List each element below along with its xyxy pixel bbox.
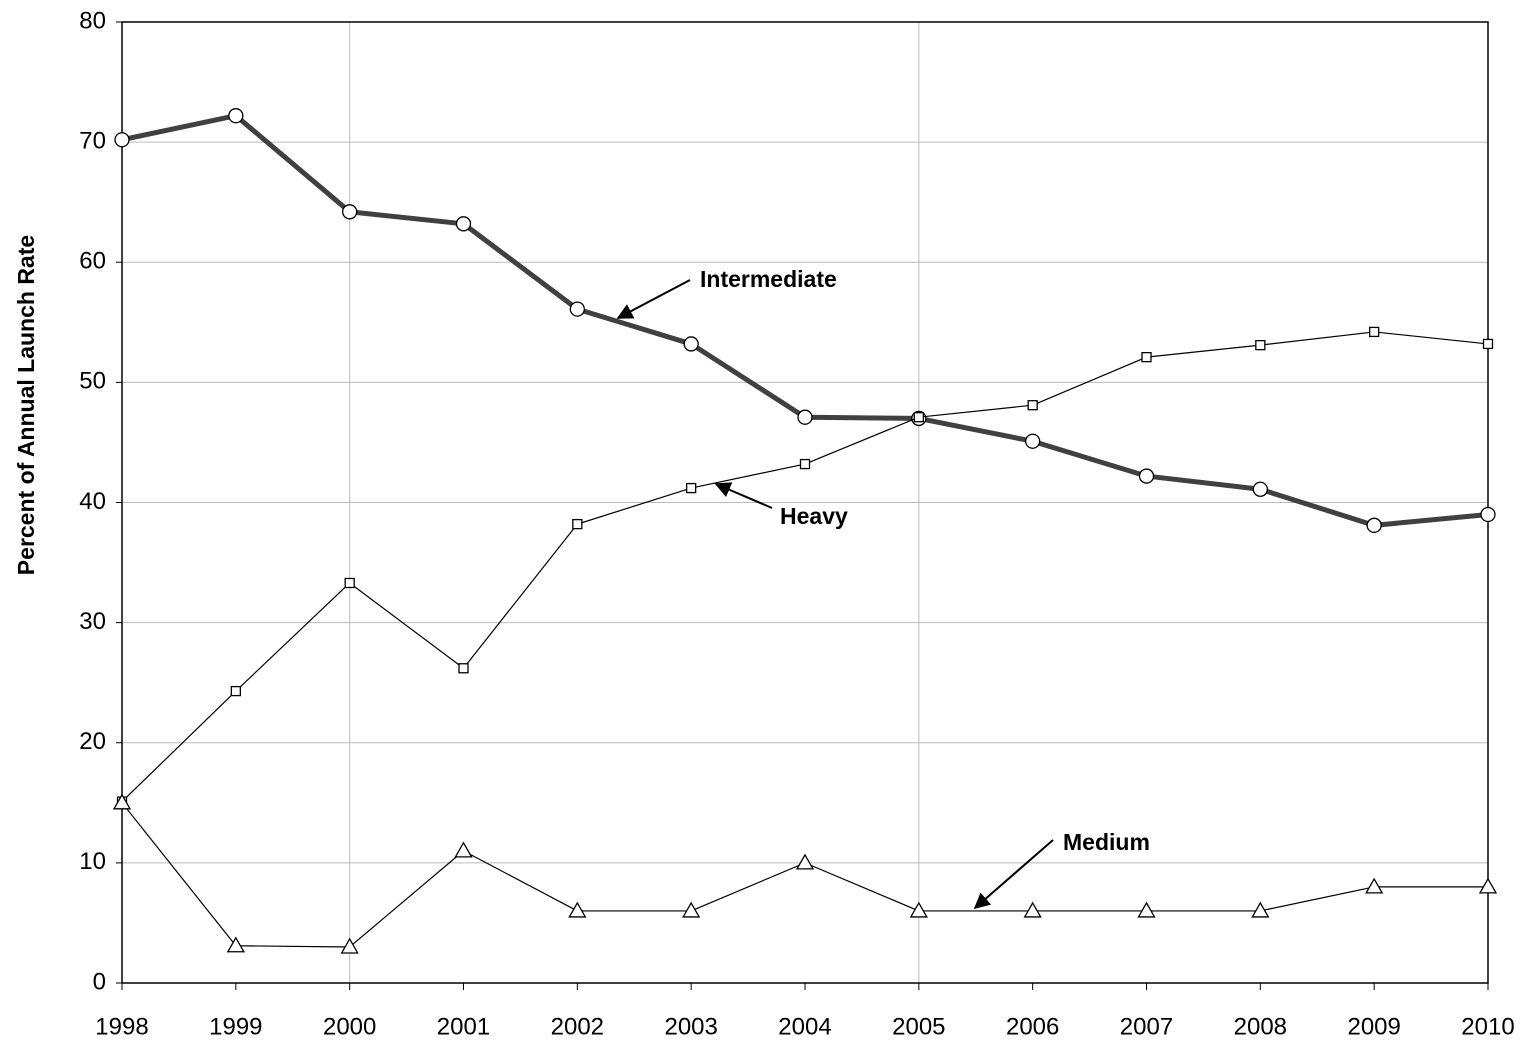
point bbox=[572, 518, 583, 530]
point bbox=[226, 936, 245, 953]
y-tick-label: 20 bbox=[79, 728, 106, 755]
point bbox=[228, 108, 244, 124]
point bbox=[682, 901, 701, 918]
y-tick-label: 50 bbox=[79, 368, 106, 395]
series-label: Intermediate bbox=[700, 266, 837, 292]
point bbox=[1025, 433, 1041, 449]
point bbox=[1141, 351, 1152, 363]
point bbox=[795, 853, 815, 870]
point bbox=[1252, 481, 1268, 497]
y-tick-label: 30 bbox=[79, 608, 106, 635]
x-tick-label: 2010 bbox=[1461, 1013, 1514, 1040]
point bbox=[913, 412, 924, 423]
point bbox=[1366, 517, 1382, 533]
point bbox=[1478, 877, 1498, 894]
y-tick-label: 70 bbox=[79, 127, 106, 154]
point bbox=[454, 841, 473, 858]
x-tick-label: 2007 bbox=[1120, 1013, 1173, 1040]
point bbox=[799, 458, 811, 470]
x-tick-label: 2000 bbox=[323, 1013, 376, 1040]
x-tick-label: 2006 bbox=[1006, 1013, 1059, 1040]
point bbox=[1251, 901, 1270, 918]
point bbox=[1480, 506, 1496, 523]
point bbox=[686, 482, 697, 494]
label-arrow bbox=[616, 279, 691, 319]
series-line bbox=[121, 331, 1489, 803]
x-tick-label: 2009 bbox=[1347, 1013, 1400, 1040]
point bbox=[1255, 339, 1266, 351]
point bbox=[1369, 326, 1380, 338]
plot-frame bbox=[121, 21, 1489, 984]
point bbox=[1027, 400, 1038, 411]
point bbox=[569, 301, 585, 317]
point bbox=[909, 901, 928, 918]
y-tick-label: 80 bbox=[79, 7, 106, 34]
point bbox=[1482, 338, 1494, 350]
x-tick-label: 2005 bbox=[892, 1013, 945, 1040]
x-tick-label: 1999 bbox=[209, 1013, 262, 1040]
x-tick-label: 2001 bbox=[437, 1013, 490, 1040]
point bbox=[230, 685, 241, 697]
point bbox=[1138, 468, 1155, 484]
point bbox=[797, 409, 813, 425]
point bbox=[114, 132, 130, 148]
y-axis-label: Percent of Annual Launch Rate bbox=[13, 235, 39, 575]
point bbox=[568, 901, 587, 918]
y-tick-label: 0 bbox=[93, 968, 106, 995]
x-tick-label: 1998 bbox=[95, 1013, 148, 1040]
point bbox=[340, 937, 359, 954]
point bbox=[342, 204, 358, 220]
point bbox=[1023, 901, 1042, 918]
x-tick-label: 2002 bbox=[551, 1013, 604, 1040]
point bbox=[458, 663, 469, 674]
series-label: Heavy bbox=[780, 503, 848, 529]
point bbox=[1365, 877, 1384, 894]
point bbox=[1137, 901, 1156, 918]
point bbox=[455, 216, 472, 232]
label-arrow bbox=[714, 482, 773, 509]
y-tick-label: 60 bbox=[79, 248, 106, 275]
series-line bbox=[121, 802, 1488, 948]
point bbox=[344, 577, 355, 589]
series-label: Medium bbox=[1063, 829, 1150, 855]
y-tick-label: 10 bbox=[79, 848, 106, 875]
x-tick-label: 2003 bbox=[664, 1013, 717, 1040]
point bbox=[112, 793, 132, 810]
point bbox=[683, 336, 699, 352]
y-tick-label: 40 bbox=[79, 488, 106, 515]
x-tick-label: 2004 bbox=[778, 1013, 831, 1040]
x-tick-label: 2008 bbox=[1234, 1013, 1287, 1040]
label-arrow bbox=[973, 839, 1054, 910]
